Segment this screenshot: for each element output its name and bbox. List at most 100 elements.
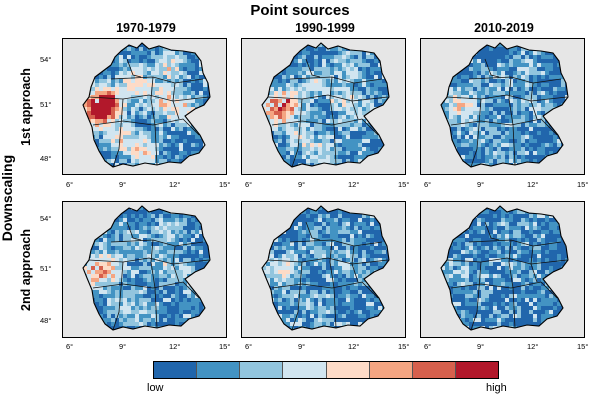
state-border-1: [267, 257, 389, 265]
x-tick-12-r2c3: 12°: [527, 342, 539, 351]
state-border-6: [484, 58, 500, 78]
legend-low-label: low: [147, 382, 164, 394]
state-border-1: [267, 94, 389, 102]
state-border-6: [484, 221, 500, 241]
state-border-0: [110, 76, 204, 84]
row-title-1st: 1st approach: [19, 68, 33, 146]
state-border-4: [329, 239, 337, 329]
x-tick-12-r2c1: 12°: [169, 342, 181, 351]
x-tick-6-r1c1: 6°: [66, 180, 74, 189]
x-tick-9-r1c3: 9°: [477, 180, 485, 189]
germany-map: [82, 42, 211, 168]
map-panel-r1-c1: [62, 38, 227, 175]
y-tick-54-r1: 54°: [40, 55, 52, 64]
row-group-label: Downscaling: [0, 154, 15, 242]
x-tick-15-r1c1: 15°: [219, 180, 231, 189]
state-border-3: [291, 98, 303, 167]
state-border-5: [530, 82, 538, 120]
state-border-6: [305, 58, 321, 78]
column-title-2010: 2010-2019: [474, 21, 534, 35]
x-tick-12-r1c1: 12°: [169, 180, 181, 189]
legend-swatch-1: [154, 362, 198, 378]
column-title-1990: 1990-1999: [295, 21, 355, 35]
state-border-4: [508, 76, 516, 166]
map-panel-r2-c3: [420, 201, 585, 338]
y-tick-48-r2: 48°: [40, 316, 52, 325]
state-border-2: [92, 281, 200, 299]
germany-map: [261, 42, 390, 168]
state-border-1: [446, 257, 568, 265]
country-outline: [82, 205, 211, 331]
state-border-1: [446, 94, 568, 102]
state-border-3: [470, 98, 482, 167]
x-tick-15-r2c2: 15°: [398, 342, 410, 351]
state-border-3: [470, 261, 482, 330]
country-outline: [82, 42, 211, 168]
germany-map: [440, 42, 569, 168]
legend-swatch-4: [283, 362, 327, 378]
state-border-2: [450, 281, 558, 299]
map-panel-r2-c2: [241, 201, 406, 338]
map-panel-r2-c1: [62, 201, 227, 338]
y-tick-51-r2: 51°: [40, 264, 52, 273]
x-tick-6-r1c3: 6°: [424, 180, 432, 189]
germany-map: [440, 205, 569, 331]
state-border-5: [172, 82, 180, 120]
map-panel-r1-c3: [420, 38, 585, 175]
x-tick-12-r2c2: 12°: [348, 342, 360, 351]
state-border-1: [88, 257, 210, 265]
state-border-0: [289, 239, 383, 247]
x-tick-9-r1c1: 9°: [119, 180, 127, 189]
state-border-2: [271, 281, 379, 299]
country-outline: [261, 205, 390, 331]
legend-swatch-8: [455, 362, 498, 378]
x-tick-6-r2c1: 6°: [66, 342, 74, 351]
state-border-5: [351, 82, 359, 120]
legend-swatch-3: [240, 362, 284, 378]
x-tick-12-r1c2: 12°: [348, 180, 360, 189]
x-tick-15-r2c1: 15°: [219, 342, 231, 351]
x-tick-15-r1c2: 15°: [398, 180, 410, 189]
state-border-4: [329, 76, 337, 166]
y-tick-51-r1: 51°: [40, 100, 52, 109]
legend-swatch-2: [197, 362, 241, 378]
state-border-0: [468, 76, 562, 84]
column-title-1970: 1970-1979: [116, 21, 176, 35]
country-outline: [440, 42, 569, 168]
x-tick-9-r2c1: 9°: [119, 342, 127, 351]
figure-title: Point sources: [250, 2, 350, 19]
state-border-3: [112, 98, 124, 167]
state-border-5: [530, 245, 538, 283]
state-border-3: [112, 261, 124, 330]
x-tick-9-r2c2: 9°: [298, 342, 306, 351]
x-tick-9-r2c3: 9°: [477, 342, 485, 351]
x-tick-15-r2c3: 15°: [577, 342, 589, 351]
country-outline: [440, 205, 569, 331]
x-tick-15-r1c3: 15°: [577, 180, 589, 189]
state-border-6: [126, 221, 142, 241]
x-tick-6-r2c3: 6°: [424, 342, 432, 351]
state-border-6: [305, 221, 321, 241]
x-tick-9-r1c2: 9°: [298, 180, 306, 189]
color-legend: [153, 361, 499, 379]
state-border-2: [92, 118, 200, 136]
state-border-5: [172, 245, 180, 283]
x-tick-12-r1c3: 12°: [527, 180, 539, 189]
x-tick-6-r1c2: 6°: [245, 180, 253, 189]
row-title-2nd: 2nd approach: [19, 229, 33, 311]
x-tick-6-r2c2: 6°: [245, 342, 253, 351]
state-border-4: [150, 239, 158, 329]
state-border-0: [289, 76, 383, 84]
state-border-0: [468, 239, 562, 247]
legend-swatch-7: [412, 362, 456, 378]
country-outline: [261, 42, 390, 168]
state-border-1: [88, 94, 210, 102]
map-panel-r1-c2: [241, 38, 406, 175]
y-tick-54-r2: 54°: [40, 214, 52, 223]
germany-map: [82, 205, 211, 331]
state-border-5: [351, 245, 359, 283]
state-border-4: [150, 76, 158, 166]
state-border-6: [126, 58, 142, 78]
state-border-4: [508, 239, 516, 329]
legend-high-label: high: [486, 382, 507, 394]
